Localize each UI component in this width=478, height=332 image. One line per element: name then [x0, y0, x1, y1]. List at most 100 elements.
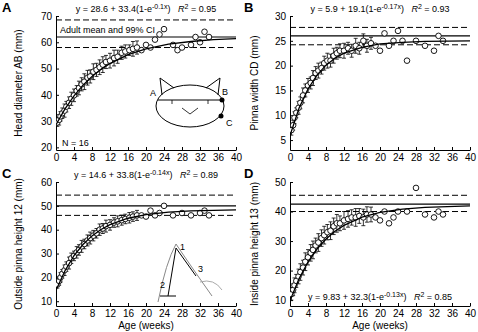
- r2-part: = 0.85: [424, 292, 452, 302]
- data-point: [170, 213, 176, 219]
- x-tick-label: 36: [213, 152, 225, 163]
- data-point: [404, 58, 410, 64]
- annotation: A: [150, 88, 156, 98]
- fit-curve: [290, 206, 470, 301]
- y-tick: 50: [41, 63, 59, 74]
- adult-mean-line: [290, 35, 470, 36]
- equation-part: ): [167, 4, 178, 14]
- y-tick: 40: [41, 224, 59, 235]
- y-tick-label: 50: [275, 177, 287, 188]
- equation: y = 28.6 + 33.4(1-e-0.1x) R2 = 0.95: [76, 3, 216, 14]
- data-point: [161, 26, 167, 32]
- plot-area: [290, 27, 470, 135]
- annotation: B: [222, 87, 228, 97]
- equation: y = 14.6 + 33.8(1-e-0.14x) R2 = 0.89: [74, 169, 218, 180]
- y-tick-mark: [56, 254, 59, 255]
- data-point: [206, 34, 212, 40]
- adult-mean-line: [290, 204, 470, 205]
- y-tick-label: 70: [41, 11, 53, 22]
- x-tick-label: 28: [411, 152, 423, 163]
- y-tick-label: 30: [41, 248, 53, 259]
- y-tick: 30: [275, 11, 293, 22]
- y-tick-mark: [290, 182, 293, 183]
- panel: 04812162024283236401020304050DInside pin…: [244, 166, 476, 331]
- x-axis: 0481216202428323640: [54, 147, 243, 163]
- r2-part: = 0.95: [188, 4, 216, 14]
- y-tick: 30: [41, 248, 59, 259]
- x-tick-mark: [182, 303, 183, 306]
- x-tick-mark: [434, 147, 435, 150]
- x-tick-label: 28: [177, 308, 189, 319]
- x-tick: 40: [465, 147, 477, 163]
- x-tick: 20: [141, 147, 153, 163]
- x-tick-mark: [110, 147, 111, 150]
- x-tick-mark: [146, 303, 147, 306]
- x-tick-label: 24: [159, 152, 171, 163]
- y-tick-label: 40: [275, 206, 287, 217]
- y-tick: 5: [280, 135, 293, 146]
- plot-area: [56, 195, 236, 290]
- x-tick-label: 8: [324, 308, 330, 319]
- data-point: [193, 34, 199, 40]
- y-tick: 60: [41, 37, 59, 48]
- adult-ci-line: [290, 27, 470, 28]
- y-tick-mark: [56, 95, 59, 96]
- x-tick-label: 16: [123, 308, 135, 319]
- equation-part: y = 5.9 + 19.1(1-e: [310, 4, 381, 14]
- equation: y = 9.83 + 32.3(1-e-0.13x) R2 = 0.85: [308, 291, 452, 302]
- x-tick-label: 4: [72, 308, 78, 319]
- plot-area: [56, 20, 236, 126]
- y-tick-mark: [56, 147, 59, 148]
- annotation: N = 16: [62, 138, 89, 148]
- y-tick-mark: [290, 271, 293, 272]
- fit-curve: [56, 39, 236, 125]
- x-tick-mark: [218, 303, 219, 306]
- x-tick-label: 16: [123, 152, 135, 163]
- data-point: [377, 48, 383, 54]
- data-point: [382, 31, 388, 37]
- r2-part: = 0.93: [422, 4, 450, 14]
- y-tick-mark: [290, 140, 293, 141]
- data-point: [422, 43, 428, 49]
- x-tick-label: 40: [465, 308, 477, 319]
- x-tick-label: 0: [288, 152, 294, 163]
- x-tick-mark: [344, 147, 345, 150]
- equation-part: ): [401, 4, 412, 14]
- equation-exponent: -0.14x: [150, 169, 170, 176]
- x-tick-label: 4: [306, 152, 312, 163]
- x-tick: 40: [465, 303, 477, 319]
- y-axis-title: Head diameter AB (mm): [13, 29, 24, 136]
- x-tick: 16: [357, 303, 369, 319]
- x-tick-mark: [182, 147, 183, 150]
- y-tick-label: 50: [41, 63, 53, 74]
- y-axis-title: Inside pinna height 13 (mm): [249, 182, 260, 306]
- annotation: 3: [198, 264, 203, 274]
- data-point: [391, 215, 397, 221]
- x-axis-line: [291, 306, 471, 307]
- x-tick-label: 32: [195, 152, 207, 163]
- y-tick-mark: [56, 182, 59, 183]
- y-tick-label: 30: [41, 116, 53, 127]
- x-tick-mark: [416, 147, 417, 150]
- data-point: [148, 208, 154, 214]
- data-point: [157, 32, 163, 38]
- y-tick-label: 50: [41, 201, 53, 212]
- x-tick: 40: [231, 303, 243, 319]
- annotation: 2: [160, 280, 165, 290]
- data-point: [436, 33, 442, 39]
- data-point: [440, 212, 446, 218]
- x-axis-line: [291, 150, 471, 151]
- x-tick: 32: [195, 303, 207, 319]
- adult-mean-line: [56, 205, 236, 206]
- x-tick-mark: [416, 303, 417, 306]
- equation-exponent: -0.1x: [152, 3, 168, 10]
- panel-label: B: [244, 0, 253, 15]
- x-axis: 0481216202428323640: [288, 147, 477, 163]
- panel: 0481216202428323640102030405060COutside …: [2, 166, 242, 331]
- panel: 048121620242832364051015202530BPinna wid…: [244, 0, 476, 163]
- x-tick-mark: [470, 303, 471, 306]
- x-tick-mark: [380, 303, 381, 306]
- y-tick-label: 10: [275, 295, 287, 306]
- y-axis: 203040506070: [41, 11, 59, 153]
- x-tick-label: 0: [54, 152, 60, 163]
